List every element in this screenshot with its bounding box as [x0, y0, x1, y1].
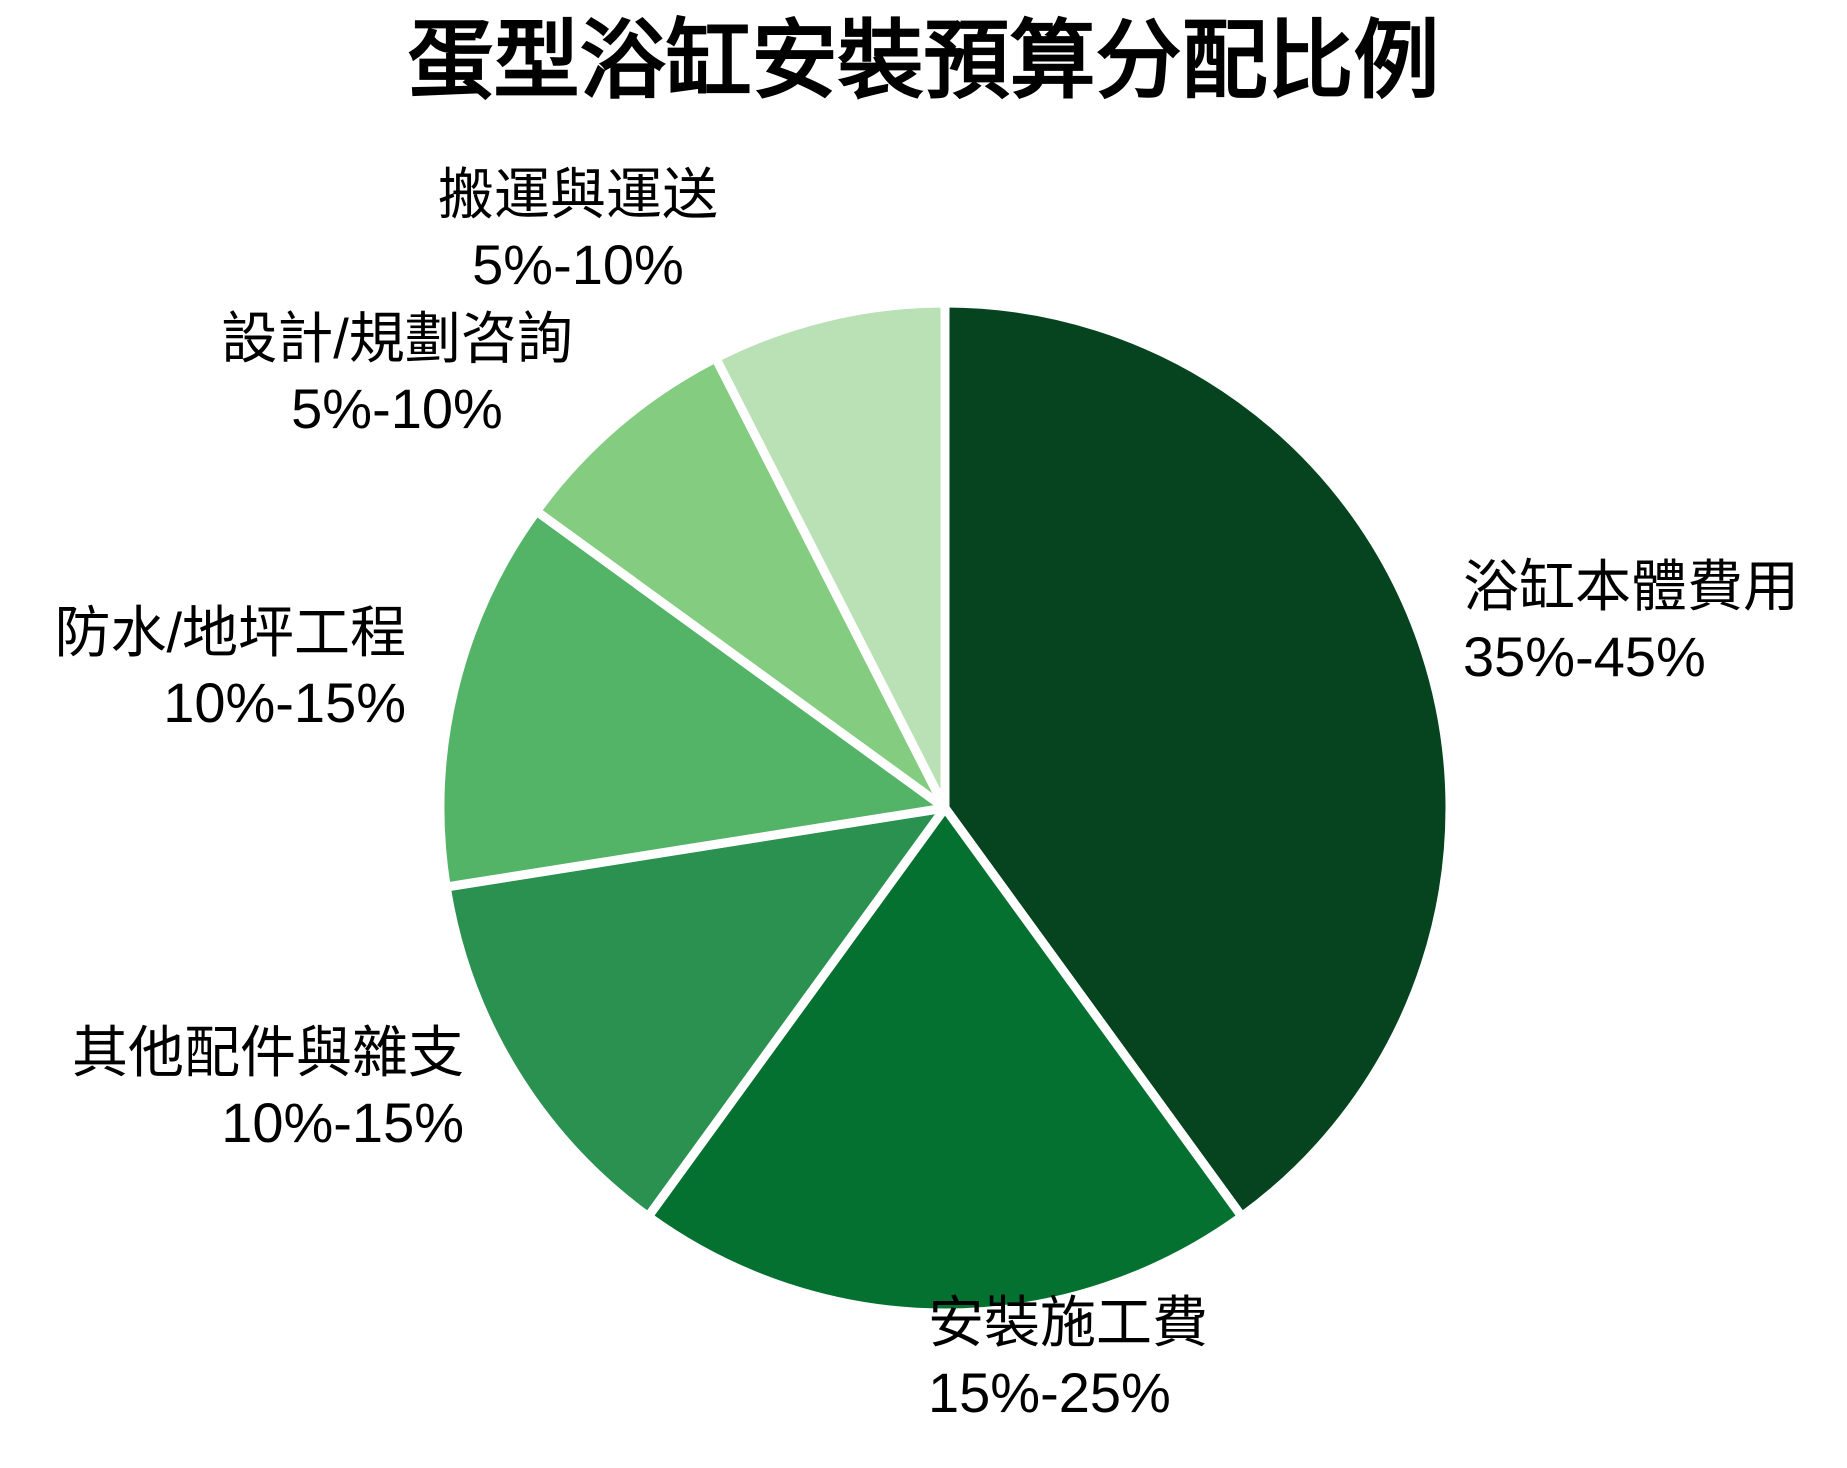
pie-slice-1 — [643, 803, 1247, 1318]
chart-title: 蛋型浴缸安裝預算分配比例 — [407, 13, 1440, 109]
slice-range: 10%-15% — [163, 671, 406, 734]
slice-name: 搬運與運送 — [438, 163, 718, 226]
slice-range: 35%-45% — [1463, 625, 1706, 688]
pie-slice-3 — [435, 506, 950, 892]
slice-name: 浴缸本體費用 — [1463, 555, 1799, 618]
slice-label-waterproof-flooring: 防水/地坪工程 10%-15% — [0, 598, 406, 738]
slice-label-bathtub-body: 浴缸本體費用 35%-45% — [1463, 552, 1799, 692]
slice-range: 5%-10% — [472, 233, 684, 296]
slice-range: 15%-25% — [928, 1361, 1171, 1424]
slice-name: 其他配件與雜支 — [72, 1021, 464, 1084]
slice-label-accessories-misc: 其他配件與雜支 10%-15% — [0, 1018, 464, 1158]
slice-label-transport-delivery: 搬運與運送 5%-10% — [278, 160, 878, 300]
pie-slice-2 — [441, 803, 950, 1222]
slice-label-design-consulting: 設計/規劃咨詢 5%-10% — [97, 304, 697, 444]
pie-slice-5 — [711, 298, 950, 813]
slice-range: 5%-10% — [291, 377, 503, 440]
slice-name: 安裝施工費 — [928, 1291, 1208, 1354]
pie-slice-4 — [531, 353, 950, 813]
pie-slice-0 — [940, 298, 1455, 1222]
slice-name: 設計/規劃咨詢 — [221, 307, 573, 370]
slice-name: 防水/地坪工程 — [54, 601, 406, 664]
slice-label-installation-fee: 安裝施工費 15%-25% — [928, 1288, 1208, 1428]
slice-range: 10%-15% — [221, 1091, 464, 1154]
